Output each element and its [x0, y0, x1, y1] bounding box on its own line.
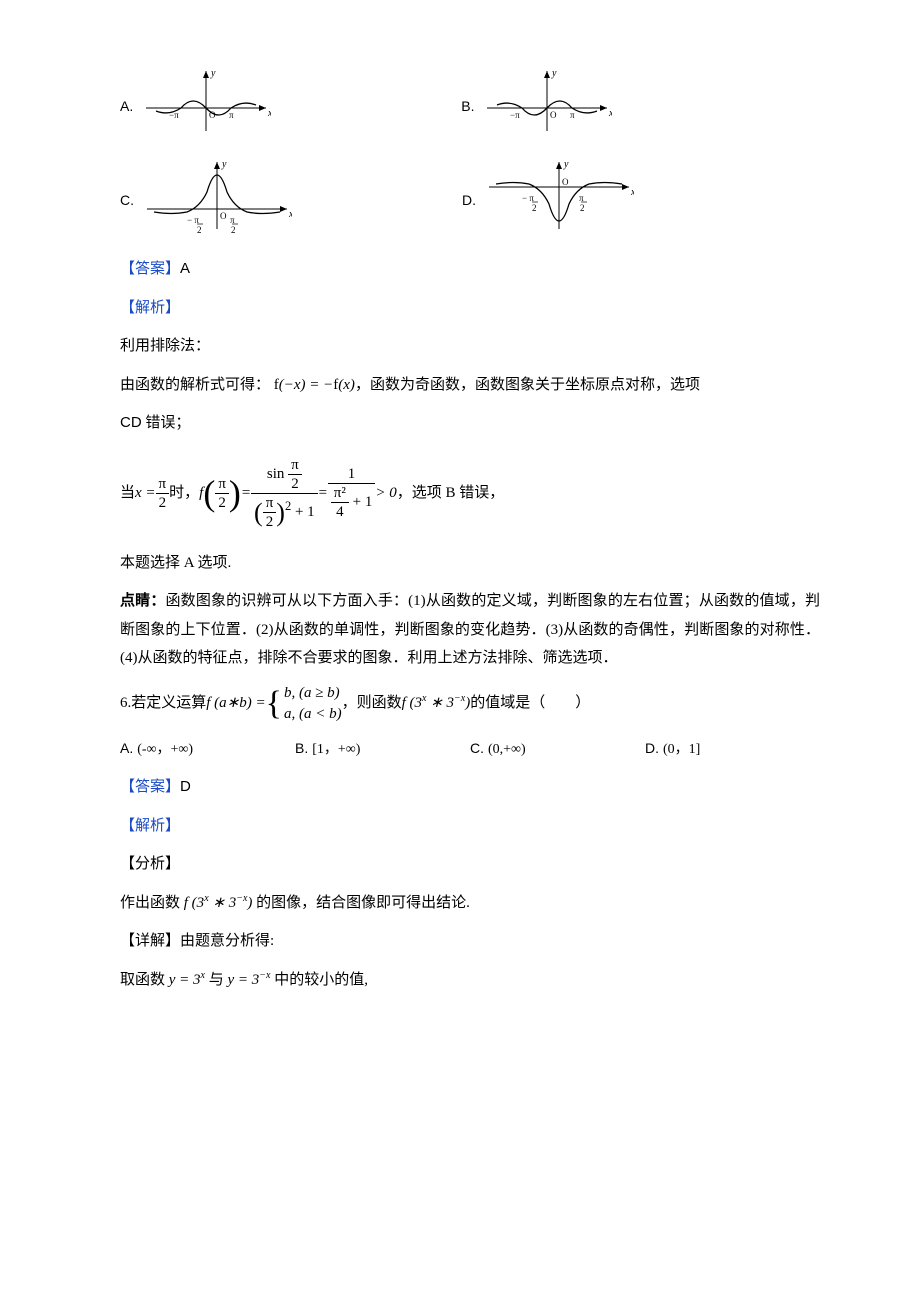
svg-text:π: π [579, 193, 584, 203]
q6-answer: 【答案】D [120, 773, 820, 802]
q6-sub-label: 【分析】 [120, 850, 820, 879]
q5-tips: 点睛：函数图象的识辨可从以下方面入手：(1)从函数的定义域，判断图象的左右位置；… [120, 587, 820, 673]
q5-p3: CD 错误； [120, 409, 820, 438]
q6-option-b: B.[1，+∞) [295, 735, 470, 764]
svg-text:− π: − π [187, 215, 199, 225]
svg-text:2: 2 [197, 225, 202, 235]
svg-text:y: y [221, 159, 227, 170]
q6-option-d: D.(0，1] [645, 735, 820, 764]
q5-eq: 当 x = π 2 时， f ( π 2 ) = sin π2 (π2)2 + … [120, 456, 820, 531]
svg-text:x: x [630, 187, 634, 198]
svg-text:O: O [562, 177, 569, 187]
svg-text:−π: −π [510, 110, 520, 120]
q5-p4: 本题选择 A 选项. [120, 549, 820, 578]
q5-option-row-ab: A. x y O π −π B. x y O π −π [120, 66, 820, 147]
q6-detail: 【详解】由题意分析得: [120, 927, 820, 956]
q5-answer: 【答案】A [120, 255, 820, 284]
svg-text:x: x [267, 108, 271, 119]
svg-text:2: 2 [231, 225, 236, 235]
option-b-label: B. [461, 93, 474, 120]
q6-option-a: A.(-∞，+∞) [120, 735, 295, 764]
q5-option-row-cd: C. x y O π 2 − π 2 D. x y O [120, 157, 820, 246]
svg-text:π: π [230, 215, 235, 225]
svg-text:O: O [550, 110, 557, 120]
graph-c: x y O π 2 − π 2 [142, 157, 292, 246]
svg-text:x: x [608, 108, 612, 119]
q5-p2: 由函数的解析式可得： f(−x) = −f(x)，函数为奇函数，函数图象关于坐标… [120, 371, 820, 400]
option-d-label: D. [462, 187, 476, 214]
q5-odd-expr: f(−x) = −f(x) [274, 377, 355, 393]
svg-text:y: y [563, 159, 569, 170]
svg-text:2: 2 [532, 203, 537, 213]
svg-text:x: x [288, 209, 292, 220]
graph-b: x y O π −π [482, 66, 612, 147]
q5-analysis-label: 【解析】 [120, 294, 820, 323]
q6-option-c: C.(0,+∞) [470, 735, 645, 764]
q6-p2: 取函数 y = 3x 与 y = 3−x 中的较小的值, [120, 966, 820, 995]
q5-p1: 利用排除法： [120, 332, 820, 361]
option-a-label: A. [120, 93, 133, 120]
tips-label: 点睛： [120, 593, 166, 609]
svg-text:y: y [551, 68, 557, 79]
answer-label: 【答案】 [120, 261, 180, 277]
q6-options: A.(-∞，+∞) B.[1，+∞) C.(0,+∞) D.(0，1] [120, 735, 820, 764]
svg-text:− π: − π [522, 193, 534, 203]
svg-text:y: y [210, 68, 216, 79]
option-c-label: C. [120, 187, 134, 214]
answer-value: A [180, 260, 190, 277]
q6-p1: 作出函数 f (3x ∗ 3−x) 的图像，结合图像即可得出结论. [120, 889, 820, 918]
graph-d: x y O π 2 − π 2 [484, 157, 634, 246]
svg-text:π: π [229, 110, 234, 120]
q6-stem: 6. 若定义运算 f (a∗b) = { b, (a ≥ b) a, (a < … [120, 683, 820, 725]
graph-a: x y O π −π [141, 66, 271, 147]
q6-analysis-label: 【解析】 [120, 812, 820, 841]
svg-text:π: π [570, 110, 575, 120]
svg-text:2: 2 [580, 203, 585, 213]
svg-text:O: O [220, 211, 227, 221]
